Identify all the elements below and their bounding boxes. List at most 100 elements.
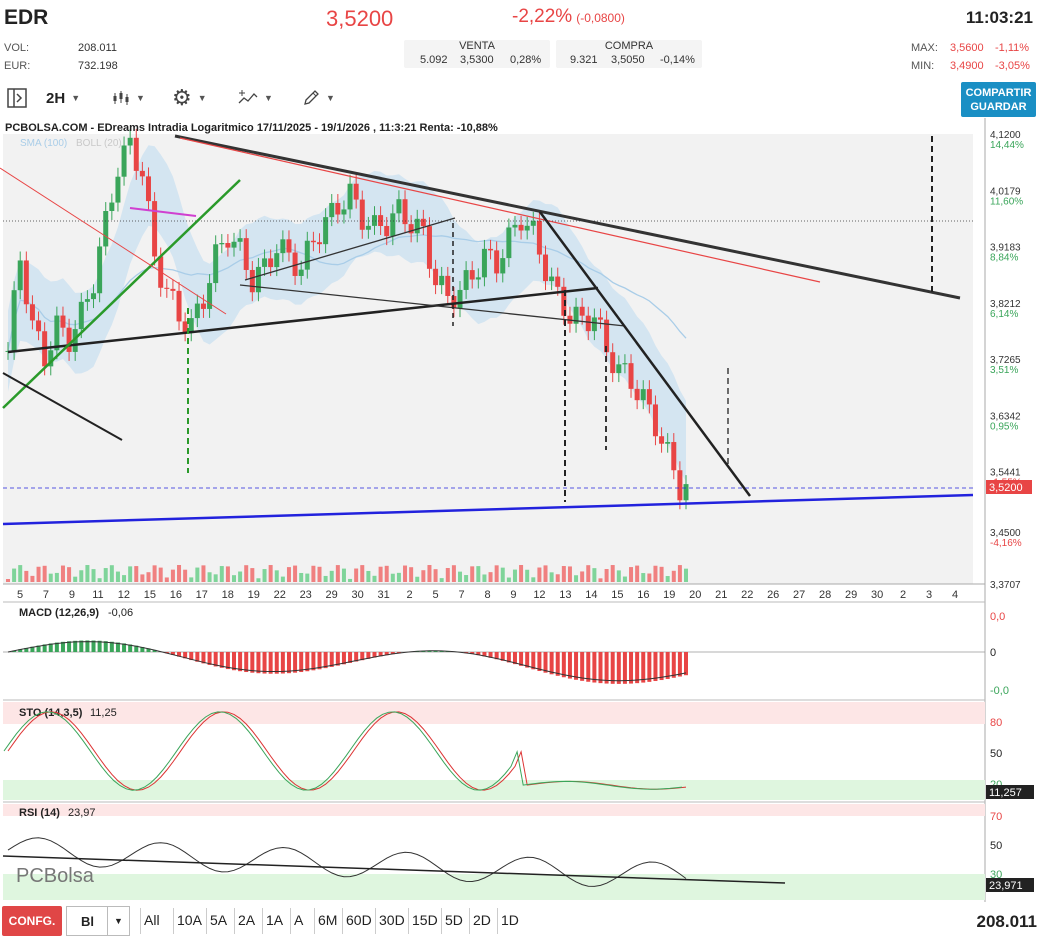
volume-bar — [348, 578, 353, 582]
price-change: -2,22% (-0,0800) — [512, 6, 625, 28]
oversold-zone — [3, 874, 985, 900]
volume-bar — [641, 573, 646, 582]
candle-body — [323, 217, 329, 245]
macd-bar — [537, 652, 542, 672]
macd-bar — [677, 652, 682, 677]
macd-bar — [299, 652, 304, 673]
percent-tick-label: -4,16% — [990, 538, 1022, 549]
volume-bar — [433, 569, 438, 582]
candle-body — [371, 215, 377, 226]
volume-bar — [592, 568, 597, 582]
candle-body — [494, 250, 500, 274]
min-label: MIN: — [911, 60, 935, 72]
panel-toggle-button[interactable] — [6, 84, 28, 112]
volume-bar — [415, 576, 420, 582]
period-button-30d[interactable]: 30D — [379, 912, 405, 928]
candle-body — [121, 145, 127, 177]
volume-bar — [317, 566, 322, 582]
max-value: 3,5600 — [950, 42, 984, 54]
interval-value: 2H — [46, 89, 66, 107]
bl-select[interactable]: Bl ▼ — [66, 906, 130, 936]
last-price-tag-label: 3,5200 — [989, 482, 1023, 494]
period-button-2d[interactable]: 2D — [473, 912, 491, 928]
compra-pct: -0,14% — [660, 54, 695, 66]
date-tick-label: 9 — [510, 589, 516, 601]
macd-bar — [109, 641, 114, 652]
period-button-60d[interactable]: 60D — [346, 912, 372, 928]
interval-select[interactable]: 2H ▼ — [46, 84, 80, 112]
settings-select[interactable]: ⚙ ▼ — [172, 84, 207, 112]
macd-bar — [177, 652, 182, 657]
drawing-tools-select[interactable]: ▼ — [302, 84, 335, 112]
macd-bar — [244, 652, 249, 673]
period-button-2a[interactable]: 2A — [238, 912, 256, 928]
volume-bar — [500, 567, 505, 582]
macd-bar — [42, 644, 47, 652]
period-button-1a[interactable]: 1A — [266, 912, 284, 928]
volume-bar — [561, 566, 566, 582]
macd-bar — [323, 652, 328, 669]
period-button-all[interactable]: All — [144, 912, 160, 928]
volume-bar — [586, 565, 591, 582]
candle-body — [347, 183, 353, 210]
volume-bar — [225, 566, 230, 582]
candle-body — [164, 287, 170, 289]
support-trendline — [7, 286, 599, 354]
period-button-a[interactable]: A — [294, 912, 304, 928]
sto-current: 11,257 — [989, 787, 1022, 799]
volume-bar — [574, 575, 579, 582]
share-save-button[interactable]: COMPARTIR GUARDAR — [961, 82, 1036, 117]
volume-bar — [464, 575, 469, 582]
date-tick-label: 29 — [326, 589, 338, 601]
macd-bar — [641, 652, 646, 683]
period-button-10a[interactable]: 10A — [177, 912, 202, 928]
candle-body — [597, 317, 603, 320]
eur-label: EUR: — [4, 60, 31, 72]
volume-bar — [286, 567, 291, 582]
max-pct: -1,11% — [995, 42, 1030, 54]
period-button-1d[interactable]: 1D — [501, 912, 519, 928]
config-button[interactable]: CONFG. — [2, 906, 62, 936]
period-button-5a[interactable]: 5A — [210, 912, 228, 928]
macd-bar — [293, 652, 298, 673]
overbought-zone — [3, 804, 985, 816]
volume-bar — [109, 565, 114, 582]
volume-bar — [403, 565, 408, 582]
volume-bar — [293, 565, 298, 582]
volume-bar — [213, 574, 218, 582]
candle-body — [677, 470, 683, 501]
period-button-6m[interactable]: 6M — [318, 912, 338, 928]
indicators-select[interactable]: ▼ — [238, 84, 273, 112]
red-trendline — [179, 137, 821, 283]
period-separator — [290, 908, 291, 934]
last-price: 3,5200 — [326, 6, 394, 31]
volume-bar — [91, 569, 96, 582]
volume-bar — [183, 569, 188, 582]
price-chart[interactable]: PCBOLSA.COM - EDreams Intradia Logaritmi… — [0, 118, 1051, 902]
macd-bar — [488, 652, 493, 658]
sto-tick: 50 — [990, 748, 1002, 760]
volume-bar — [305, 573, 310, 582]
bl-value: Bl — [81, 913, 94, 929]
candle-body — [115, 176, 121, 203]
channel-line — [244, 217, 456, 281]
macd-bar — [354, 652, 359, 662]
period-button-15d[interactable]: 15D — [412, 912, 438, 928]
period-button-5d[interactable]: 5D — [445, 912, 463, 928]
macd-bar — [470, 652, 475, 655]
macd-bar — [189, 652, 194, 661]
volume-bar — [219, 566, 224, 582]
candle-body — [451, 295, 457, 309]
pencil-icon — [304, 90, 319, 105]
volume-bar — [189, 577, 194, 582]
macd-bar — [268, 652, 273, 674]
macd-bar — [684, 652, 688, 676]
candle-body — [665, 442, 671, 444]
period-separator — [262, 908, 263, 934]
volume-bar — [684, 568, 688, 582]
date-tick-label: 7 — [43, 589, 49, 601]
candle-body — [23, 260, 29, 305]
quote-time: 11:03:21 — [965, 8, 1033, 27]
candle-body — [188, 318, 194, 333]
chart-type-select[interactable]: ▼ — [112, 84, 145, 112]
